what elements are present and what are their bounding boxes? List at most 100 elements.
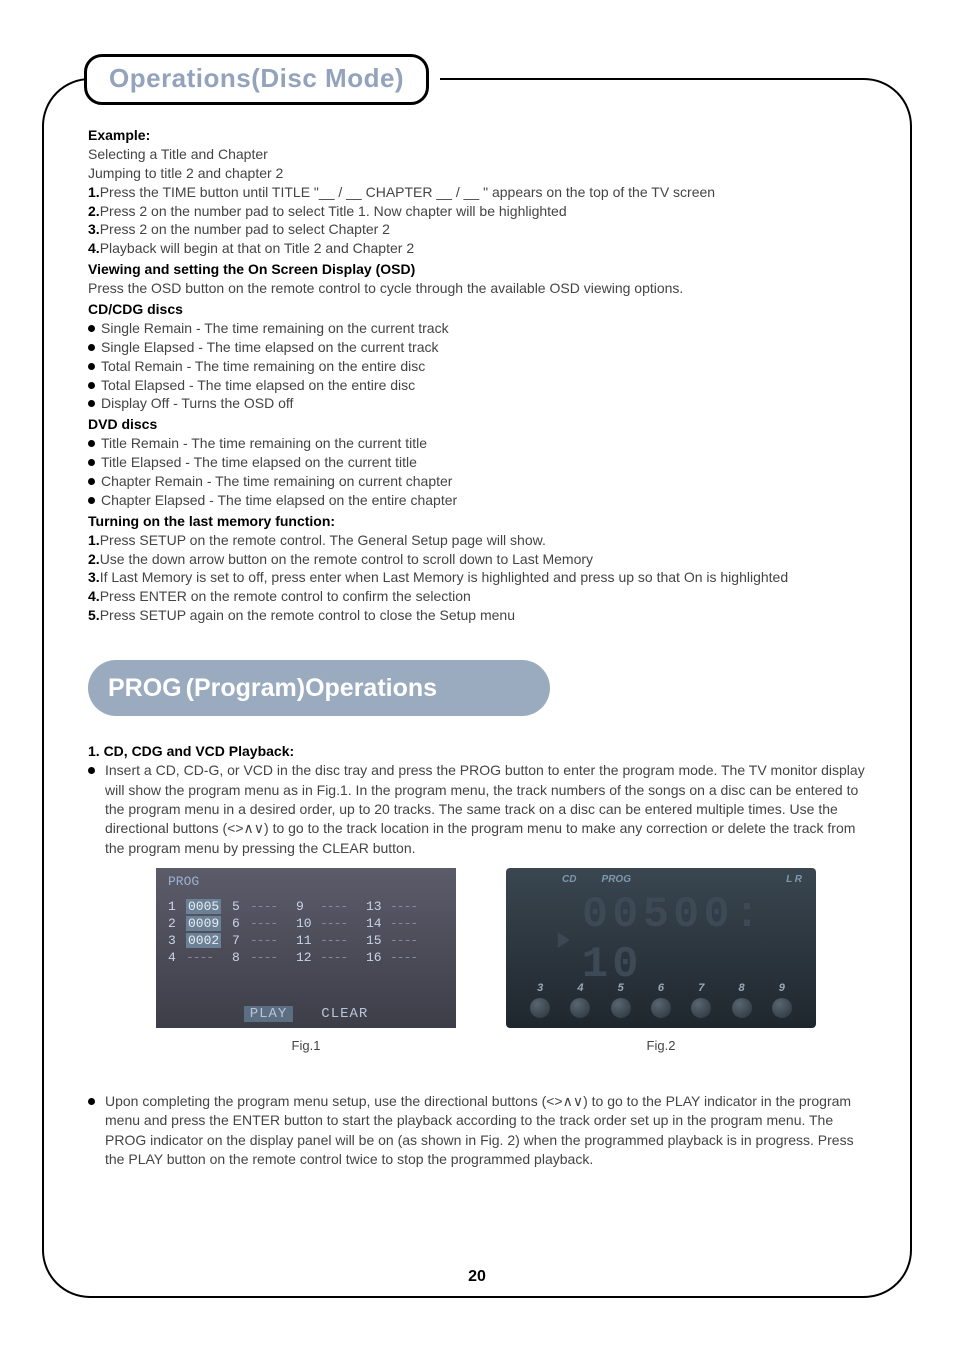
line-select: Selecting a Title and Chapter <box>88 145 874 164</box>
step-text: Press SETUP again on the remote control … <box>100 606 515 625</box>
cd-heading: CD/CDG discs <box>88 300 874 319</box>
fig2-wrap: CD PROG L R 00500: 10 3456789 Fig.2 <box>506 868 816 1088</box>
bullet-icon <box>88 400 95 407</box>
dvd-bullet: Chapter Remain - The time remaining on c… <box>88 472 874 491</box>
mem3: 3.If Last Memory is set to off, press en… <box>88 568 874 587</box>
step-num: 2. <box>88 550 100 569</box>
fig2-lcd: 00500: 10 <box>558 890 764 990</box>
bullet-icon <box>88 459 95 466</box>
step3: 3.Press 2 on the number pad to select Ch… <box>88 220 874 239</box>
fig2-cd: CD <box>562 874 576 885</box>
line-jump: Jumping to title 2 and chapter 2 <box>88 164 874 183</box>
step-text: Press SETUP on the remote control. The G… <box>100 531 546 550</box>
fig2-knobs: 3456789 <box>506 982 816 1018</box>
fig2-prog: PROG <box>602 874 631 885</box>
play-icon <box>558 932 570 948</box>
cd-bullet: Total Elapsed - The time elapsed on the … <box>88 376 874 395</box>
s2-heading: 1. CD, CDG and VCD Playback: <box>88 742 874 761</box>
fig1-caption: Fig.1 <box>292 1038 321 1053</box>
fig2-lr: L R <box>786 874 802 885</box>
step1: 1.Press the TIME button until TITLE "__ … <box>88 183 874 202</box>
step-text: Press ENTER on the remote control to con… <box>100 587 471 606</box>
bullet-icon <box>88 497 95 504</box>
fig1-clear: CLEAR <box>321 1006 368 1022</box>
bullet-icon <box>88 344 95 351</box>
s3-bullet: Upon completing the program menu setup, … <box>88 1092 874 1169</box>
s2-para: Insert a CD, CD-G, or VCD in the disc tr… <box>101 761 874 858</box>
cd-bullet: Display Off - Turns the OSD off <box>88 394 874 413</box>
bullet-text: Chapter Elapsed - The time elapsed on th… <box>101 491 457 510</box>
fig1-row: 4----8----12----16---- <box>168 950 444 965</box>
bullet-text: Display Off - Turns the OSD off <box>101 394 293 413</box>
step-num: 5. <box>88 606 100 625</box>
section2-content: 1. CD, CDG and VCD Playback: Insert a CD… <box>88 740 874 858</box>
fig2-knob: 9 <box>772 982 792 1018</box>
step2: 2.Press 2 on the number pad to select Ti… <box>88 202 874 221</box>
fig1-row: 100055----9----13---- <box>168 899 444 914</box>
bullet-text: Chapter Remain - The time remaining on c… <box>101 472 452 491</box>
fig1-prog-menu: PROG 100055----9----13----200096----10--… <box>156 868 456 1028</box>
fig2-knob: 4 <box>570 982 590 1018</box>
fig2-knob: 7 <box>691 982 711 1018</box>
bullet-icon <box>88 478 95 485</box>
step-num: 2. <box>88 202 100 221</box>
cd-bullet: Single Remain - The time remaining on th… <box>88 319 874 338</box>
dvd-bullet: Title Remain - The time remaining on the… <box>88 434 874 453</box>
cd-bullet: Total Remain - The time remaining on the… <box>88 357 874 376</box>
step-num: 1. <box>88 183 100 202</box>
step-num: 3. <box>88 220 100 239</box>
figures-row: PROG 100055----9----13----200096----10--… <box>88 868 874 1088</box>
bullet-text: Single Elapsed - The time elapsed on the… <box>101 338 438 357</box>
step-text: If Last Memory is set to off, press ente… <box>100 568 788 587</box>
fig2-lcd-display: CD PROG L R 00500: 10 3456789 <box>506 868 816 1028</box>
step4: 4.Playback will begin at that on Title 2… <box>88 239 874 258</box>
fig1-footer: PLAY CLEAR <box>156 1006 456 1022</box>
step-num: 1. <box>88 531 100 550</box>
fig1-play: PLAY <box>244 1006 294 1022</box>
fig1-row: 300027----11----15---- <box>168 933 444 948</box>
dvd-heading: DVD discs <box>88 415 874 434</box>
page-number: 20 <box>468 1268 486 1286</box>
step-num: 4. <box>88 239 100 258</box>
section-header-operations: Operations(Disc Mode) <box>84 54 429 105</box>
section-header-prog: PROG (Program)Operations <box>88 660 550 716</box>
bullet-icon <box>88 382 95 389</box>
step-num: 4. <box>88 587 100 606</box>
bullet-icon <box>88 325 95 332</box>
step-text: Playback will begin at that on Title 2 a… <box>100 239 414 258</box>
step-text: Press 2 on the number pad to select Chap… <box>100 220 390 239</box>
mem1: 1.Press SETUP on the remote control. The… <box>88 531 874 550</box>
step-text: Press the TIME button until TITLE "__ / … <box>100 183 715 202</box>
bullet-icon <box>88 1098 95 1105</box>
mem2: 2.Use the down arrow button on the remot… <box>88 550 874 569</box>
section1-content: Example: Selecting a Title and Chapter J… <box>88 124 874 625</box>
osd-heading: Viewing and setting the On Screen Displa… <box>88 260 874 279</box>
fig2-knob: 6 <box>651 982 671 1018</box>
step-num: 3. <box>88 568 100 587</box>
bullet-text: Total Elapsed - The time elapsed on the … <box>101 376 415 395</box>
header2-a: PROG <box>108 674 182 703</box>
cd-bullet: Single Elapsed - The time elapsed on the… <box>88 338 874 357</box>
header2-b: (Program)Operations <box>186 674 437 703</box>
mem4: 4.Press ENTER on the remote control to c… <box>88 587 874 606</box>
bullet-icon <box>88 363 95 370</box>
mem-heading: Turning on the last memory function: <box>88 512 874 531</box>
dvd-bullet: Chapter Elapsed - The time elapsed on th… <box>88 491 874 510</box>
bullet-icon <box>88 767 95 774</box>
fig2-top-labels: CD PROG L R <box>506 874 816 885</box>
s3-para: Upon completing the program menu setup, … <box>101 1092 874 1169</box>
fig1-title: PROG <box>168 874 444 889</box>
section3-content: Upon completing the program menu setup, … <box>88 1092 874 1169</box>
step-text: Use the down arrow button on the remote … <box>100 550 593 569</box>
bullet-icon <box>88 440 95 447</box>
bullet-text: Title Elapsed - The time elapsed on the … <box>101 453 417 472</box>
fig1-wrap: PROG 100055----9----13----200096----10--… <box>156 868 456 1088</box>
bullet-text: Single Remain - The time remaining on th… <box>101 319 449 338</box>
mem5: 5.Press SETUP again on the remote contro… <box>88 606 874 625</box>
fig2-knob: 3 <box>530 982 550 1018</box>
fig2-knob: 8 <box>732 982 752 1018</box>
step-text: Press 2 on the number pad to select Titl… <box>100 202 567 221</box>
bullet-text: Title Remain - The time remaining on the… <box>101 434 427 453</box>
bullet-text: Total Remain - The time remaining on the… <box>101 357 425 376</box>
header-text: Operations(Disc Mode) <box>109 63 404 93</box>
